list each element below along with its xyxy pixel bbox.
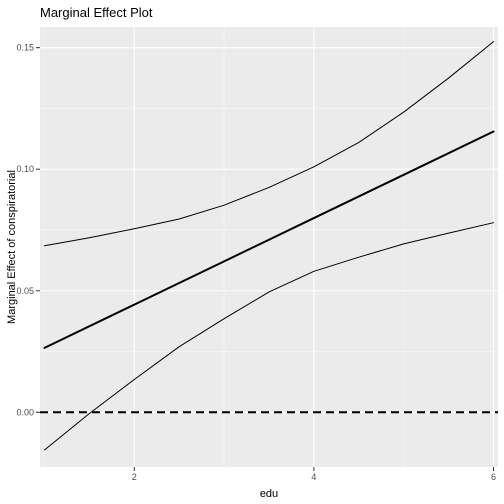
series-layer: [40, 41, 498, 451]
lower-ci-line: [43, 222, 495, 451]
y-tick-label: 0.15: [16, 43, 34, 53]
minor-gridlines: [40, 27, 498, 467]
x-tick-label: 6: [491, 472, 496, 482]
estimate-line: [43, 130, 495, 349]
tick-labels: 2 4 6 0.00 0.05 0.10 0.15: [16, 43, 496, 482]
upper-ci-line: [43, 41, 495, 247]
x-tick-label: 2: [132, 472, 137, 482]
y-axis-title: Marginal Effect of conspiratorial: [6, 170, 18, 324]
y-tick-label: 0.00: [16, 407, 34, 417]
x-tick-label: 4: [311, 472, 316, 482]
axis-ticks: [36, 47, 495, 471]
x-axis-title: edu: [260, 488, 278, 500]
y-tick-label: 0.10: [16, 164, 34, 174]
chart-title: Marginal Effect Plot: [40, 5, 153, 20]
y-tick-label: 0.05: [16, 286, 34, 296]
